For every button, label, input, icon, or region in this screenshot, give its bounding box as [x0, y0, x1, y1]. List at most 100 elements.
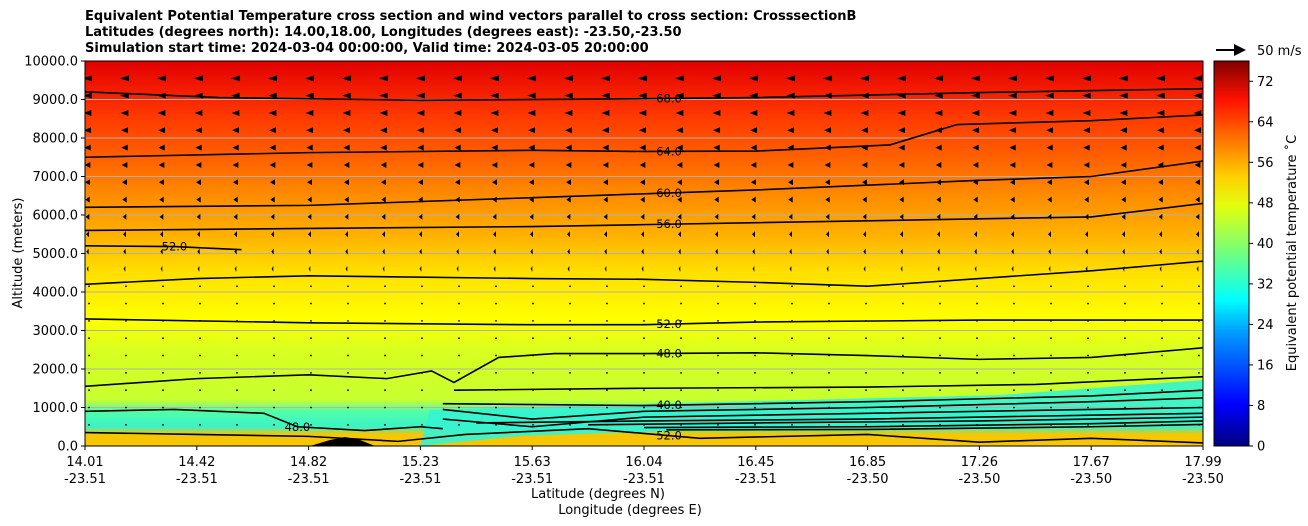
y-axis-label: Altitude (meters) — [11, 198, 26, 309]
wind-vector — [384, 285, 386, 288]
wind-vector — [384, 389, 386, 392]
wind-vector — [532, 285, 534, 288]
colorbar-tick-label: 0 — [1257, 440, 1265, 455]
wind-vector — [1198, 337, 1200, 340]
colorbar-tick-label: 32 — [1257, 277, 1274, 292]
contour-line — [588, 416, 1203, 426]
wind-vector — [156, 75, 167, 82]
wind-vector — [530, 231, 533, 238]
wind-vector — [638, 92, 647, 99]
wind-vector — [86, 231, 89, 238]
contour-label: 60.0 — [656, 186, 682, 200]
wind-vector — [1013, 337, 1015, 340]
wind-vector — [452, 75, 463, 82]
wind-vector — [456, 265, 459, 272]
wind-vector — [490, 109, 499, 116]
wind-vector — [306, 179, 313, 186]
wind-vector — [199, 389, 201, 392]
wind-vector — [754, 354, 756, 357]
colorbar-tick-label: 64 — [1257, 115, 1274, 130]
wind-vector — [158, 144, 165, 151]
wind-vector — [458, 319, 460, 322]
wind-vector — [603, 213, 608, 220]
wind-vector — [342, 127, 351, 134]
wind-vector — [900, 248, 903, 255]
wind-vector — [643, 389, 645, 392]
wind-vector — [236, 285, 238, 288]
wind-vector — [1013, 354, 1015, 357]
wind-vector — [939, 389, 941, 392]
wind-vector — [791, 285, 793, 288]
wind-vector — [643, 406, 645, 409]
wind-vector — [1046, 161, 1053, 168]
wind-vector — [489, 75, 500, 82]
wind-vector — [791, 423, 793, 426]
wind-vector — [1157, 179, 1164, 186]
wind-vector — [88, 423, 90, 426]
wind-vector — [680, 337, 682, 340]
wind-vector — [567, 248, 570, 255]
wind-vector — [419, 248, 422, 255]
wind-vector — [236, 354, 238, 357]
wind-vector — [495, 354, 497, 357]
wind-vector — [197, 231, 200, 238]
wind-vector — [865, 423, 867, 426]
wind-vector — [125, 285, 127, 288]
wind-vector — [269, 144, 276, 151]
wind-vector — [270, 213, 275, 220]
wind-vector — [1124, 406, 1126, 409]
wind-vector — [495, 319, 497, 322]
wind-vector — [828, 337, 830, 340]
wind-vector — [1050, 389, 1052, 392]
wind-vector — [347, 319, 349, 322]
contour-label: 40.0 — [656, 398, 682, 412]
wind-vector — [786, 127, 795, 134]
wind-vector — [273, 389, 275, 392]
wind-vector — [495, 371, 497, 374]
wind-vector — [680, 302, 682, 305]
wind-vector — [273, 337, 275, 340]
wind-vector — [495, 302, 497, 305]
wind-vector — [754, 285, 756, 288]
wind-vector — [567, 231, 570, 238]
wind-vector — [1087, 371, 1089, 374]
y-tick-label: 9000.0 — [33, 93, 79, 108]
contour-line — [666, 423, 1203, 431]
contour-line — [476, 412, 1203, 424]
wind-vector — [565, 161, 572, 168]
wind-vector — [421, 354, 423, 357]
wind-vector — [88, 389, 90, 392]
wind-vector — [640, 213, 645, 220]
wind-vector — [1196, 248, 1199, 255]
wind-vector — [88, 354, 90, 357]
wind-vector — [1082, 127, 1091, 134]
wind-vector — [606, 302, 608, 305]
wind-vector — [421, 302, 423, 305]
wind-vector — [85, 213, 90, 220]
wind-vector — [421, 423, 423, 426]
wind-vector — [528, 161, 535, 168]
wind-vector — [788, 196, 793, 203]
contour-line — [85, 260, 1203, 288]
wind-vector — [308, 248, 311, 255]
x-tick-label-lon: -23.51 — [64, 472, 106, 487]
y-tick-label: 8000.0 — [33, 132, 79, 147]
wind-vector — [976, 302, 978, 305]
y-tick-label: 3000.0 — [33, 324, 79, 339]
title-line-1: Equivalent Potential Temperature cross s… — [85, 9, 857, 24]
wind-vector — [162, 389, 164, 392]
wind-vector — [1008, 92, 1017, 99]
wind-vector — [310, 406, 312, 409]
wind-vector — [899, 196, 904, 203]
wind-vector — [495, 285, 497, 288]
wind-vector — [382, 231, 385, 238]
wind-vector — [826, 248, 829, 255]
wind-vector — [785, 75, 796, 82]
wind-vector — [564, 92, 573, 99]
wind-vector — [606, 354, 608, 357]
wind-vector — [606, 389, 608, 392]
wind-vector — [1193, 127, 1202, 134]
wind-vector — [1050, 285, 1052, 288]
wind-vector — [1121, 213, 1126, 220]
wind-vector — [232, 161, 239, 168]
